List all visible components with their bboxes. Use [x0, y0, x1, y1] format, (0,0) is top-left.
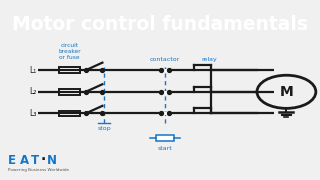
Text: M: M [280, 85, 293, 99]
Text: relay: relay [202, 57, 218, 62]
Bar [59, 67, 80, 73]
Text: ·: · [41, 153, 46, 167]
Text: contactor: contactor [150, 57, 180, 62]
Text: circuit
breaker
or fuse: circuit breaker or fuse [58, 43, 81, 60]
Text: stop: stop [97, 126, 111, 131]
Bar [59, 111, 80, 116]
Text: Motor control fundamentals: Motor control fundamentals [12, 15, 308, 34]
Text: L₂: L₂ [29, 87, 37, 96]
Text: E: E [8, 154, 16, 167]
Text: L₃: L₃ [29, 109, 37, 118]
Text: L₁: L₁ [29, 66, 37, 75]
Text: A: A [20, 154, 29, 167]
Text: start: start [157, 146, 172, 151]
Text: Powering Business Worldwide: Powering Business Worldwide [8, 168, 69, 172]
Text: N: N [47, 154, 57, 167]
Bar [59, 89, 80, 95]
Text: T: T [31, 154, 39, 167]
Bar [156, 135, 174, 141]
